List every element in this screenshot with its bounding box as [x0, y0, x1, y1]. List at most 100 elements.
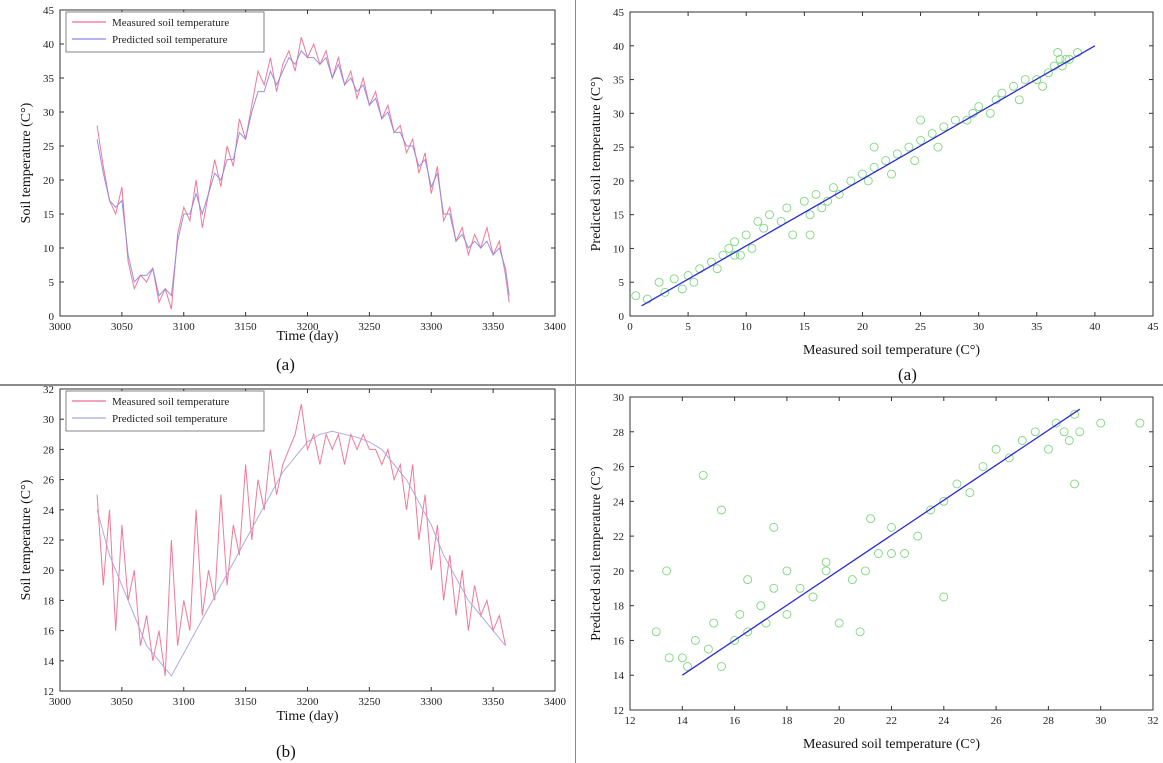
y-tick-label: 30 [43, 107, 55, 119]
scatter-point [677, 284, 687, 294]
y-tick-label: 26 [613, 462, 625, 474]
scatter-point [1064, 436, 1074, 445]
scatter-point [743, 575, 753, 585]
x-axis-label: Time (day) [276, 709, 338, 724]
scatter-point [1020, 75, 1030, 85]
y-axis-label: Soil temperature (C°) [19, 102, 34, 223]
x-tick-label: 20 [857, 321, 869, 333]
plot-frame [59, 388, 556, 692]
x-tick-label: 35 [1031, 321, 1043, 333]
x-axis-label: Measured soil temperature (C°) [803, 737, 980, 752]
scatter-point [904, 142, 914, 152]
scatter-point [1030, 427, 1040, 437]
y-tick-label: 0 [49, 311, 55, 323]
panel-caption-bottom-left: (b) [276, 742, 296, 761]
scatter-point [1043, 444, 1053, 454]
y-tick-label: 32 [43, 386, 54, 396]
y-tick-label: 16 [43, 626, 55, 638]
scatter-point [913, 531, 923, 541]
scatter-point [1096, 418, 1106, 428]
x-tick-label: 3250 [358, 321, 381, 333]
x-tick-label: 3400 [544, 321, 567, 333]
scatter-point [1055, 54, 1065, 64]
scatter-point [869, 142, 879, 152]
x-tick-label: 22 [886, 715, 897, 727]
y-tick-label: 22 [613, 531, 624, 543]
scatter-point [712, 264, 722, 274]
scatter-point [795, 583, 805, 593]
scatter-point [677, 653, 687, 663]
panel-caption-top-left: (a) [276, 355, 295, 374]
scatter-point [741, 230, 751, 240]
scatter-point [916, 135, 926, 145]
scatter-point [828, 183, 838, 193]
scatter-point [808, 592, 818, 602]
y-tick-label: 5 [49, 277, 55, 289]
scatter-point [1053, 48, 1063, 57]
x-tick-label: 10 [741, 321, 753, 333]
scatter-point [887, 549, 896, 558]
x-tick-label: 30 [973, 321, 985, 333]
series-line-predicted [96, 49, 510, 297]
scatter-point [834, 618, 844, 628]
scatter-point [892, 149, 902, 159]
scatter-point [717, 505, 726, 515]
scatter-point [782, 566, 792, 576]
y-tick-label: 12 [43, 686, 54, 698]
scatter-point [756, 601, 766, 611]
plot-frame [629, 11, 1154, 317]
scatter-point [855, 627, 865, 637]
x-tick-label: 12 [625, 715, 636, 727]
x-tick-label: 3150 [235, 321, 258, 333]
y-tick-label: 35 [43, 73, 55, 85]
y-axis-label: Predicted soil temperature (C°) [589, 76, 604, 251]
scatter-point [978, 462, 988, 472]
scatter-point [1070, 479, 1080, 489]
scatter-point [869, 162, 879, 172]
legend-entry: Measured soil temperature [112, 396, 229, 408]
scatter-point [743, 627, 753, 637]
y-tick-label: 40 [43, 39, 55, 51]
x-tick-label: 3050 [111, 321, 134, 333]
y-tick-label: 20 [43, 565, 55, 577]
y-tick-label: 25 [613, 142, 625, 154]
scatter-point [631, 291, 641, 301]
x-axis-label: Time (day) [276, 329, 338, 344]
x-tick-label: 26 [991, 715, 1003, 727]
scatter-point [916, 115, 926, 125]
scatter-point [965, 488, 975, 498]
scatter-point [1059, 427, 1069, 437]
x-tick-label: 20 [834, 715, 846, 727]
scatter-point [1017, 436, 1027, 445]
scatter-point [654, 277, 664, 287]
y-tick-label: 0 [619, 311, 625, 323]
scatter-point [651, 627, 661, 637]
scatter-point [782, 203, 792, 213]
scatter-point [690, 635, 700, 645]
horizontal-divider [0, 384, 1163, 386]
scatter-point [846, 176, 856, 186]
y-tick-label: 28 [43, 444, 55, 456]
plot-frame [629, 396, 1154, 711]
scatter-point [985, 108, 995, 118]
scatter-point [811, 189, 821, 199]
scatter-chart-b: 12 14 16 18 20 22 24 26 28 30 32 12 14 16 18 20 22 24 26 28… [589, 392, 1159, 752]
legend-entry: Predicted soil temperature [112, 413, 228, 425]
scatter-point [1043, 68, 1053, 78]
y-tick-label: 24 [613, 496, 625, 508]
legend-entry: Measured soil temperature [112, 17, 229, 29]
time-series-chart-b: 3000 3050 3100 3150 3200 3250 3300 3350 3400 12 14… [19, 386, 567, 724]
scatter-point [873, 549, 883, 558]
x-tick-label: 3200 [297, 321, 320, 333]
x-tick-label: 3100 [173, 696, 196, 708]
x-tick-label: 0 [627, 321, 633, 333]
scatter-point [939, 496, 949, 506]
x-tick-label: 3300 [420, 696, 443, 708]
scatter-point [683, 662, 692, 671]
scatter-point [933, 142, 943, 152]
scatter-point [782, 609, 792, 619]
scatter-point [664, 653, 674, 663]
y-tick-label: 28 [613, 427, 625, 439]
scatter-point [1009, 81, 1018, 91]
